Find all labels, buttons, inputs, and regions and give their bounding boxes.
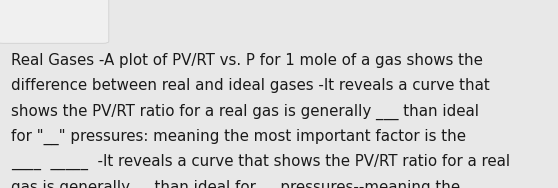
Text: shows the PV/RT ratio for a real gas is generally ___ than ideal: shows the PV/RT ratio for a real gas is …	[11, 103, 479, 120]
Text: gas is generally __ than ideal for __ pressures--meaning the: gas is generally __ than ideal for __ pr…	[11, 180, 460, 188]
FancyBboxPatch shape	[0, 0, 109, 43]
Text: ____  _____  -It reveals a curve that shows the PV/RT ratio for a real: ____ _____ -It reveals a curve that show…	[11, 154, 510, 170]
Text: Real Gases -A plot of PV/RT vs. P for 1 mole of a gas shows the: Real Gases -A plot of PV/RT vs. P for 1 …	[11, 53, 483, 68]
Text: for "__" pressures: meaning the most important factor is the: for "__" pressures: meaning the most imp…	[11, 129, 466, 145]
Text: difference between real and ideal gases -It reveals a curve that: difference between real and ideal gases …	[11, 78, 490, 93]
